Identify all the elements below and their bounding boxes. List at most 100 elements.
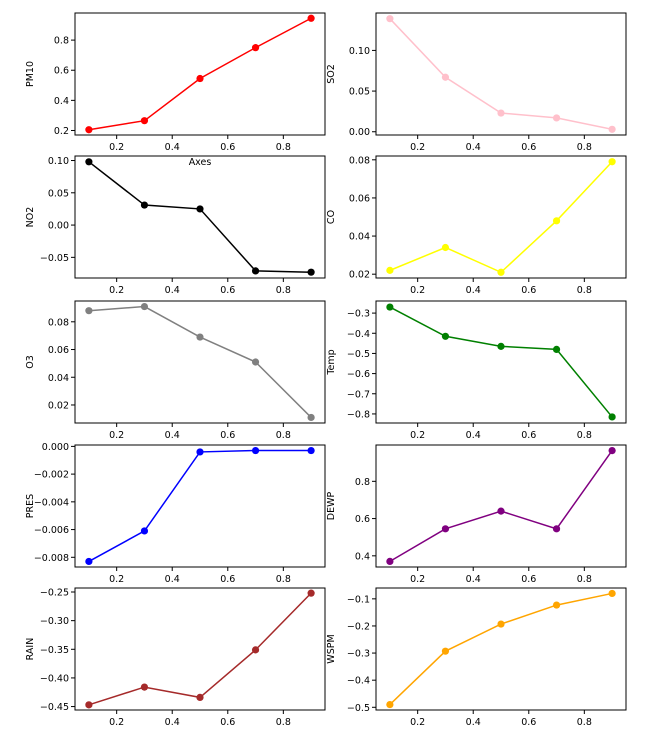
y-axis-label: SO2 xyxy=(326,64,337,84)
y-tick-label: 0.2 xyxy=(54,126,69,137)
x-tick-label: 0.2 xyxy=(410,142,425,153)
data-point xyxy=(85,126,93,134)
y-tick-label: 0.04 xyxy=(48,373,69,384)
data-point xyxy=(441,73,450,81)
x-tick-label: 0.4 xyxy=(165,574,180,585)
series-line xyxy=(88,17,312,131)
y-tick-label: −0.30 xyxy=(40,616,69,627)
y-axis-label: PM10 xyxy=(25,61,36,87)
axes-frame xyxy=(74,155,326,279)
data-point xyxy=(497,507,505,515)
x-tick-label: 0.6 xyxy=(521,717,536,728)
data-point xyxy=(196,205,204,213)
y-tick-label: −0.45 xyxy=(40,702,69,713)
y-tick-label: 0.05 xyxy=(349,87,370,98)
data-point xyxy=(251,646,260,654)
x-tick-label: 0.6 xyxy=(220,285,235,296)
x-tick-label: 0.8 xyxy=(577,285,592,296)
data-point xyxy=(196,74,204,83)
data-point xyxy=(386,700,394,709)
data-point xyxy=(441,525,450,533)
data-point xyxy=(608,125,616,133)
data-point xyxy=(140,201,149,209)
y-tick-label: −0.006 xyxy=(34,525,69,536)
x-tick-label: 0.4 xyxy=(466,285,481,296)
x-tick-label: 0.8 xyxy=(276,574,291,585)
x-tick-label: 0.6 xyxy=(521,430,536,441)
data-point xyxy=(307,14,315,22)
data-point xyxy=(386,15,394,23)
data-point xyxy=(497,268,505,276)
y-tick-label: −0.004 xyxy=(34,497,69,508)
axes-frame xyxy=(375,300,627,424)
x-tick-label: 0.4 xyxy=(165,430,180,441)
x-tick-label: 0.8 xyxy=(577,717,592,728)
y-tick-label: −0.8 xyxy=(347,409,370,420)
data-point xyxy=(552,525,561,533)
data-point xyxy=(386,557,394,566)
x-tick-label: 0.2 xyxy=(109,574,124,585)
data-point xyxy=(497,109,505,117)
axes-frame xyxy=(74,12,326,136)
data-point xyxy=(441,243,450,252)
axes-frame xyxy=(375,587,627,711)
axes-frame xyxy=(74,587,326,711)
data-point xyxy=(608,589,616,598)
x-tick-label: 0.4 xyxy=(466,142,481,153)
x-tick-label: 0.4 xyxy=(466,430,481,441)
y-axis-label: CO xyxy=(326,210,337,224)
data-point xyxy=(552,601,561,609)
y-tick-label: 0.10 xyxy=(349,46,370,57)
y-tick-label: 0.000 xyxy=(42,442,69,453)
y-axis-label: Temp xyxy=(326,349,337,375)
data-point xyxy=(552,345,561,353)
y-axis-label: RAIN xyxy=(25,638,36,661)
x-tick-label: 0.2 xyxy=(410,574,425,585)
y-tick-label: 0.4 xyxy=(355,551,370,562)
series-line xyxy=(389,592,613,706)
subplot-dewp: 0.2 0.4 0.6 0.8 0.4 0.6 0.8 DEWP xyxy=(326,444,627,585)
axes-frame xyxy=(74,300,326,424)
y-tick-label: 0.08 xyxy=(349,155,370,166)
y-tick-label: 0.08 xyxy=(48,317,69,328)
x-tick-label: 0.6 xyxy=(521,574,536,585)
x-tick-label: 0.6 xyxy=(521,142,536,153)
data-point xyxy=(85,557,93,566)
data-point xyxy=(608,413,616,421)
y-tick-label: −0.05 xyxy=(40,253,69,264)
data-point xyxy=(307,268,315,276)
x-tick-label: 0.2 xyxy=(410,285,425,296)
x-tick-label: 0.8 xyxy=(276,717,291,728)
x-tick-label: 0.4 xyxy=(165,717,180,728)
y-tick-label: −0.4 xyxy=(347,676,370,687)
x-tick-label: 0.2 xyxy=(109,142,124,153)
y-tick-label: −0.2 xyxy=(347,621,370,632)
y-tick-label: −0.5 xyxy=(347,349,370,360)
y-axis-label: PRES xyxy=(25,494,36,518)
axes-frame xyxy=(375,155,627,279)
y-tick-label: 0.00 xyxy=(349,127,370,138)
y-axis-label: WSPM xyxy=(326,634,337,663)
y-tick-label: 0.6 xyxy=(54,66,69,77)
x-tick-label: 0.8 xyxy=(276,430,291,441)
y-tick-label: −0.40 xyxy=(40,673,69,684)
y-tick-label: −0.002 xyxy=(34,470,69,481)
y-tick-label: 0.04 xyxy=(349,232,370,243)
data-point xyxy=(140,117,149,125)
x-tick-label: 0.4 xyxy=(165,142,180,153)
x-tick-label: 0.4 xyxy=(466,574,481,585)
subplot-pm10: 0.2 0.4 0.6 0.8 0.2 0.4 0.6 0.8 PM10 Axes xyxy=(25,12,326,168)
data-point xyxy=(140,527,149,535)
data-point xyxy=(497,342,505,350)
x-axis-label: Axes xyxy=(189,157,212,168)
series-line xyxy=(88,161,312,273)
data-point xyxy=(85,158,93,166)
subplot-o3: 0.2 0.4 0.6 0.8 0.02 0.04 0.06 0.08 O3 xyxy=(25,300,326,441)
y-tick-label: 0.6 xyxy=(355,514,370,525)
x-tick-label: 0.2 xyxy=(109,717,124,728)
subplot-so2: 0.2 0.4 0.6 0.8 0.00 0.05 0.10 SO2 xyxy=(326,12,627,153)
subplot-wspm: 0.2 0.4 0.6 0.8 −0.5 −0.4 −0.3 −0.2 −0.1 WSPM xyxy=(326,587,627,728)
data-point xyxy=(608,158,616,166)
subplot-pres: 0.2 0.4 0.6 0.8 −0.008 −0.006 −0.004 −0.002 0.00… xyxy=(25,442,326,585)
y-tick-label: 0.06 xyxy=(48,345,69,356)
